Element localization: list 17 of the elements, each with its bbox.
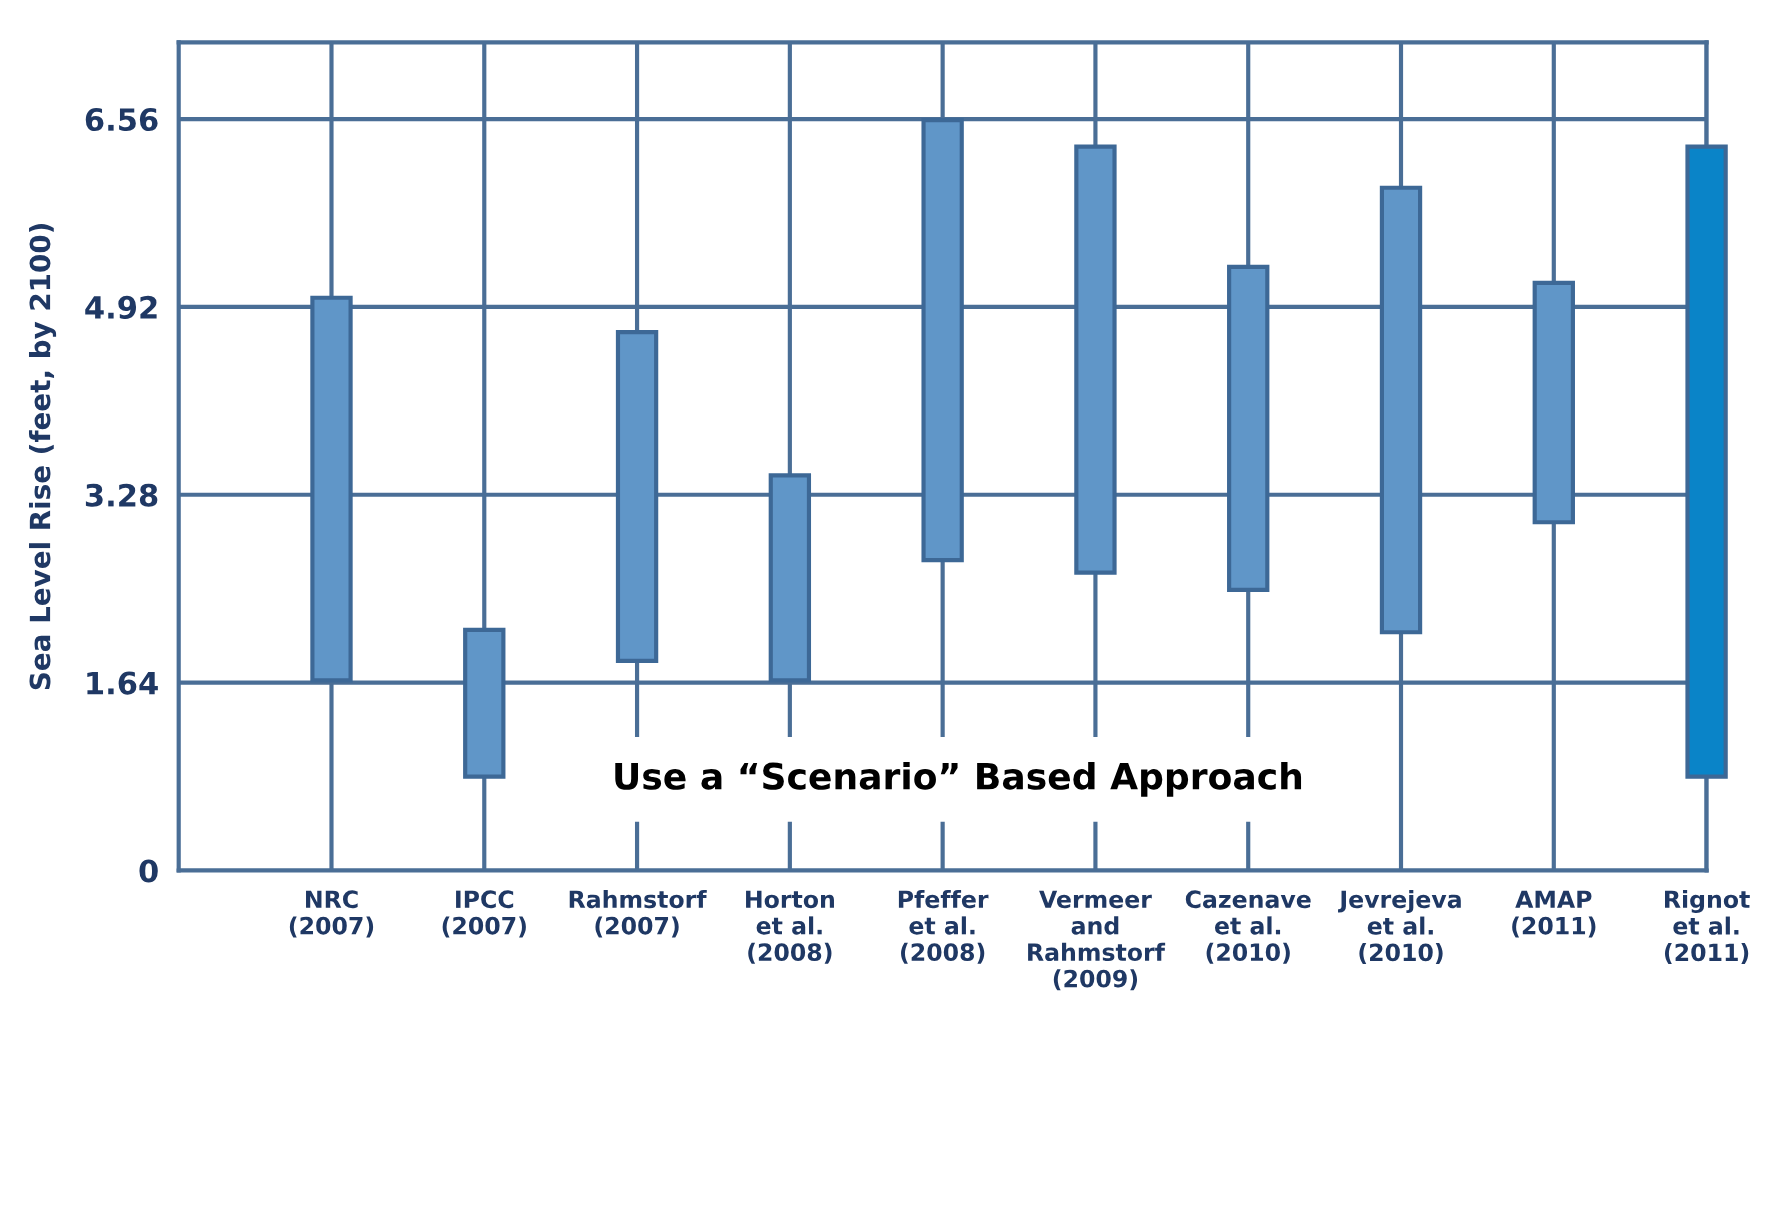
x-tick-label: Horton et al. (2008) xyxy=(746,890,834,964)
y-tick-label: 3.28 xyxy=(85,483,158,507)
x-tick-label: Pfeffer et al. (2008) xyxy=(898,889,989,964)
y-tick-label: 4.92 xyxy=(85,295,157,319)
x-tick-label: Vermeer and Rahmstorf (2009) xyxy=(1028,890,1166,991)
x-tick-label: NRC (2007) xyxy=(289,890,374,938)
x-tick-label: IPCC (2007) xyxy=(442,890,526,938)
annotation: Use a “Scenario” Based Approach xyxy=(615,761,1302,797)
x-tick-label: Rahmstorf (2007) xyxy=(569,889,707,938)
y-tick-label: 0 xyxy=(139,859,158,883)
x-tick-label: Cazenave et al. (2010) xyxy=(1185,890,1311,964)
y-tick-label: 6.56 xyxy=(85,108,158,132)
x-tick-label: Rignot et al. (2011) xyxy=(1664,889,1750,965)
x-tick-label: AMAP (2011) xyxy=(1512,890,1596,938)
y-axis-title: Sea Level Rise (feet, by 2100) xyxy=(28,224,57,690)
y-tick-label: 1.64 xyxy=(87,671,158,695)
x-tick-label: Jevrejeva et al. (2010) xyxy=(1338,889,1461,965)
